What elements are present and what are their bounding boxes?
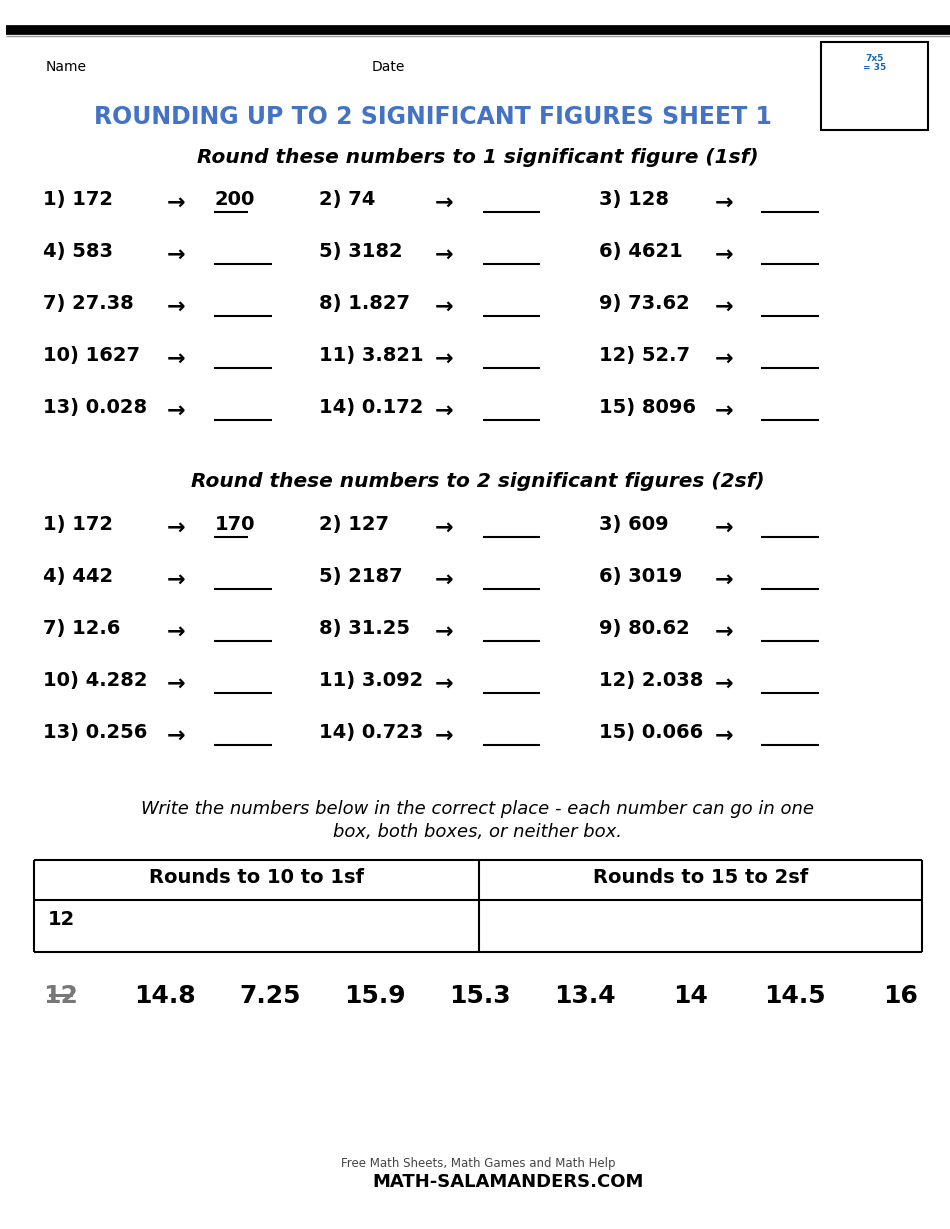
Text: 3) 609: 3) 609 [599, 515, 669, 533]
Text: 170: 170 [215, 515, 255, 533]
Text: 7.25: 7.25 [239, 984, 301, 1008]
Text: 4) 442: 4) 442 [44, 567, 114, 586]
Text: 15.3: 15.3 [449, 984, 511, 1008]
Text: 3) 128: 3) 128 [599, 190, 669, 209]
Text: 16: 16 [883, 984, 918, 1008]
Text: →: → [714, 517, 733, 538]
Text: →: → [166, 401, 185, 422]
Text: 13) 0.256: 13) 0.256 [44, 723, 148, 742]
Text: →: → [714, 726, 733, 746]
Text: →: → [166, 349, 185, 369]
Text: 12: 12 [43, 984, 78, 1008]
Text: Write the numbers below in the correct place - each number can go in one: Write the numbers below in the correct p… [142, 800, 814, 819]
Text: →: → [714, 349, 733, 369]
Text: 14.8: 14.8 [135, 984, 196, 1008]
Text: →: → [166, 517, 185, 538]
Text: 12: 12 [48, 909, 75, 929]
Text: = 35: = 35 [863, 63, 886, 73]
Text: MATH-SALAMANDERS.COM: MATH-SALAMANDERS.COM [372, 1172, 643, 1191]
Text: →: → [714, 245, 733, 265]
Text: 15) 8096: 15) 8096 [599, 398, 696, 417]
Text: →: → [435, 349, 454, 369]
Text: 6) 4621: 6) 4621 [599, 242, 683, 261]
Text: 13) 0.028: 13) 0.028 [44, 398, 147, 417]
Text: 13.4: 13.4 [555, 984, 617, 1008]
Text: ROUNDING UP TO 2 SIGNIFICANT FIGURES SHEET 1: ROUNDING UP TO 2 SIGNIFICANT FIGURES SHE… [94, 104, 772, 129]
Text: →: → [714, 673, 733, 694]
Text: 9) 80.62: 9) 80.62 [599, 619, 690, 638]
Text: 2) 127: 2) 127 [319, 515, 389, 533]
Text: →: → [435, 401, 454, 422]
Text: 8) 31.25: 8) 31.25 [319, 619, 409, 638]
Text: →: → [166, 297, 185, 317]
Text: 2) 74: 2) 74 [319, 190, 375, 209]
Text: →: → [714, 622, 733, 642]
Text: 8) 1.827: 8) 1.827 [319, 294, 409, 313]
Text: 11) 3.092: 11) 3.092 [319, 671, 423, 689]
Text: 9) 73.62: 9) 73.62 [599, 294, 690, 313]
Text: 7) 27.38: 7) 27.38 [44, 294, 134, 313]
Text: Rounds to 15 to 2sf: Rounds to 15 to 2sf [593, 868, 808, 887]
Text: 7x5: 7x5 [865, 54, 884, 63]
Text: →: → [435, 726, 454, 746]
Text: →: → [166, 622, 185, 642]
Text: 5) 3182: 5) 3182 [319, 242, 403, 261]
Text: 5) 2187: 5) 2187 [319, 567, 403, 586]
Bar [821, 42, 928, 130]
Text: →: → [435, 193, 454, 213]
Text: 11) 3.821: 11) 3.821 [319, 347, 424, 365]
Text: →: → [435, 297, 454, 317]
Text: →: → [166, 726, 185, 746]
Text: 7) 12.6: 7) 12.6 [44, 619, 121, 638]
Text: →: → [166, 570, 185, 590]
Text: →: → [435, 622, 454, 642]
Text: 14) 0.723: 14) 0.723 [319, 723, 423, 742]
Text: 14) 0.172: 14) 0.172 [319, 398, 423, 417]
Text: →: → [166, 193, 185, 213]
Text: →: → [714, 401, 733, 422]
Text: Rounds to 10 to 1sf: Rounds to 10 to 1sf [149, 868, 364, 887]
Text: Free Math Sheets, Math Games and Math Help: Free Math Sheets, Math Games and Math He… [341, 1156, 615, 1170]
Text: 15.9: 15.9 [345, 984, 407, 1008]
Text: 12) 52.7: 12) 52.7 [599, 347, 690, 365]
Text: →: → [714, 297, 733, 317]
Text: →: → [166, 245, 185, 265]
Text: →: → [435, 517, 454, 538]
Text: →: → [435, 673, 454, 694]
Text: →: → [435, 570, 454, 590]
Text: 15) 0.066: 15) 0.066 [599, 723, 703, 742]
Text: 200: 200 [215, 190, 255, 209]
Text: 10) 1627: 10) 1627 [44, 347, 141, 365]
Text: 14.5: 14.5 [765, 984, 826, 1008]
Text: →: → [166, 673, 185, 694]
Text: 1) 172: 1) 172 [44, 515, 113, 533]
Text: →: → [714, 193, 733, 213]
Text: 6) 3019: 6) 3019 [599, 567, 682, 586]
Text: →: → [435, 245, 454, 265]
Text: 1) 172: 1) 172 [44, 190, 113, 209]
Text: 14: 14 [673, 984, 708, 1008]
Text: Round these numbers to 1 significant figure (1sf): Round these numbers to 1 significant fig… [197, 147, 759, 167]
Text: 4) 583: 4) 583 [44, 242, 113, 261]
Text: box, both boxes, or neither box.: box, both boxes, or neither box. [333, 823, 622, 841]
Text: Round these numbers to 2 significant figures (2sf): Round these numbers to 2 significant fig… [191, 472, 765, 492]
Text: Date: Date [371, 60, 405, 74]
Text: Name: Name [46, 60, 86, 74]
Text: 10) 4.282: 10) 4.282 [44, 671, 148, 689]
Text: →: → [714, 570, 733, 590]
Text: 12) 2.038: 12) 2.038 [599, 671, 704, 689]
